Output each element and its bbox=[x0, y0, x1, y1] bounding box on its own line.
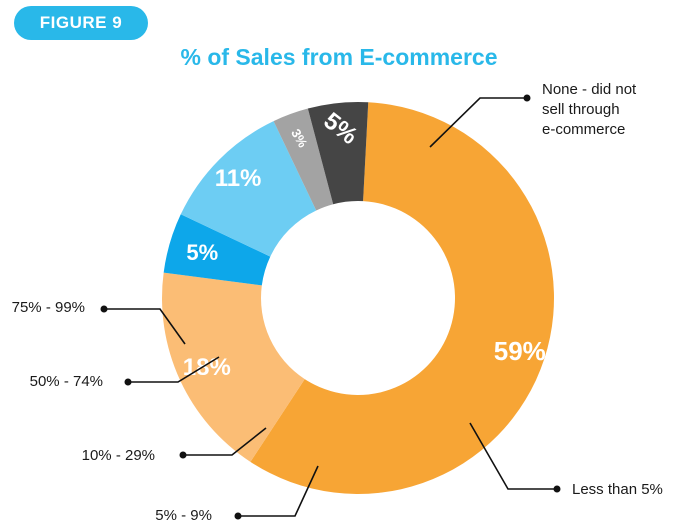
leader-line bbox=[469, 422, 557, 490]
donut-slice bbox=[163, 214, 271, 286]
leader-line bbox=[429, 97, 527, 148]
donut-slice bbox=[250, 102, 555, 495]
slice-category-label: 5% - 9% bbox=[155, 507, 212, 524]
leader-dot bbox=[179, 451, 187, 459]
slice-category-label: None - did not sell through e-commerce bbox=[542, 81, 637, 138]
slice-category-label: 50% - 74% bbox=[30, 373, 103, 390]
chart-title: % of Sales from E-commerce bbox=[180, 44, 498, 70]
donut-slice bbox=[180, 121, 317, 257]
leader-line bbox=[238, 465, 319, 517]
leader-line bbox=[183, 427, 267, 456]
slice-value-label: 59% bbox=[494, 336, 546, 366]
leader-dot bbox=[124, 378, 132, 386]
slice-category-label: 10% - 29% bbox=[82, 447, 155, 464]
slice-value-label: 11% bbox=[215, 165, 262, 192]
donut-slice bbox=[161, 272, 305, 462]
donut-slice bbox=[307, 101, 369, 205]
slice-category-label: Less than 5% bbox=[572, 481, 663, 498]
leader-line bbox=[104, 308, 186, 345]
leader-dot bbox=[523, 94, 531, 102]
figure-badge: FIGURE 9 bbox=[14, 6, 148, 40]
donut-slice bbox=[273, 108, 334, 211]
slice-category-label: 75% - 99% bbox=[12, 299, 85, 316]
leader-dot bbox=[100, 305, 108, 313]
leader-dot bbox=[553, 485, 561, 493]
slice-value-label: 5% bbox=[186, 240, 218, 265]
leader-dot bbox=[234, 512, 242, 520]
leader-line bbox=[128, 356, 220, 383]
slice-value-label: 18% bbox=[183, 354, 231, 381]
